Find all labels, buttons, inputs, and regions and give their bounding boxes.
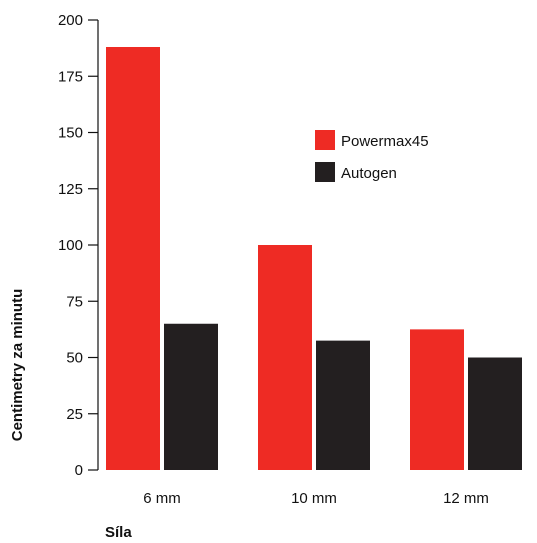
legend-swatch-powermax45 bbox=[315, 130, 335, 150]
x-tick-label: 10 mm bbox=[291, 490, 337, 507]
y-tick-label: 200 bbox=[58, 12, 83, 29]
y-tick-label: 50 bbox=[66, 350, 83, 367]
y-tick-label: 0 bbox=[75, 462, 83, 479]
y-tick-label: 125 bbox=[58, 181, 83, 198]
y-ticks: 0 25 50 75 100 125 150 175 200 bbox=[58, 12, 98, 479]
bar-autogen-6mm bbox=[164, 323, 218, 470]
legend: Powermax45 Autogen bbox=[315, 130, 429, 182]
y-tick-label: 100 bbox=[58, 237, 83, 254]
legend-swatch-autogen bbox=[315, 162, 335, 182]
bar-autogen-12mm bbox=[468, 357, 522, 470]
bar-powermax45-6mm bbox=[106, 47, 160, 470]
legend-label-autogen: Autogen bbox=[341, 165, 397, 182]
y-tick-label: 175 bbox=[58, 68, 83, 85]
y-tick-label: 25 bbox=[66, 406, 83, 423]
y-tick-label: 75 bbox=[66, 293, 83, 310]
y-tick-label: 150 bbox=[58, 125, 83, 142]
y-axis-title: Centimetry za minutu bbox=[9, 289, 26, 442]
x-axis-title: Síla bbox=[105, 524, 132, 541]
x-tick-label: 12 mm bbox=[443, 490, 489, 507]
bar-autogen-10mm bbox=[316, 340, 370, 470]
legend-label-powermax45: Powermax45 bbox=[341, 133, 429, 150]
x-tick-label: 6 mm bbox=[143, 490, 181, 507]
bar-powermax45-12mm bbox=[410, 329, 464, 470]
bar-powermax45-10mm bbox=[258, 245, 312, 470]
x-tick-labels: 6 mm 10 mm 12 mm bbox=[143, 490, 489, 507]
bars bbox=[106, 47, 522, 470]
